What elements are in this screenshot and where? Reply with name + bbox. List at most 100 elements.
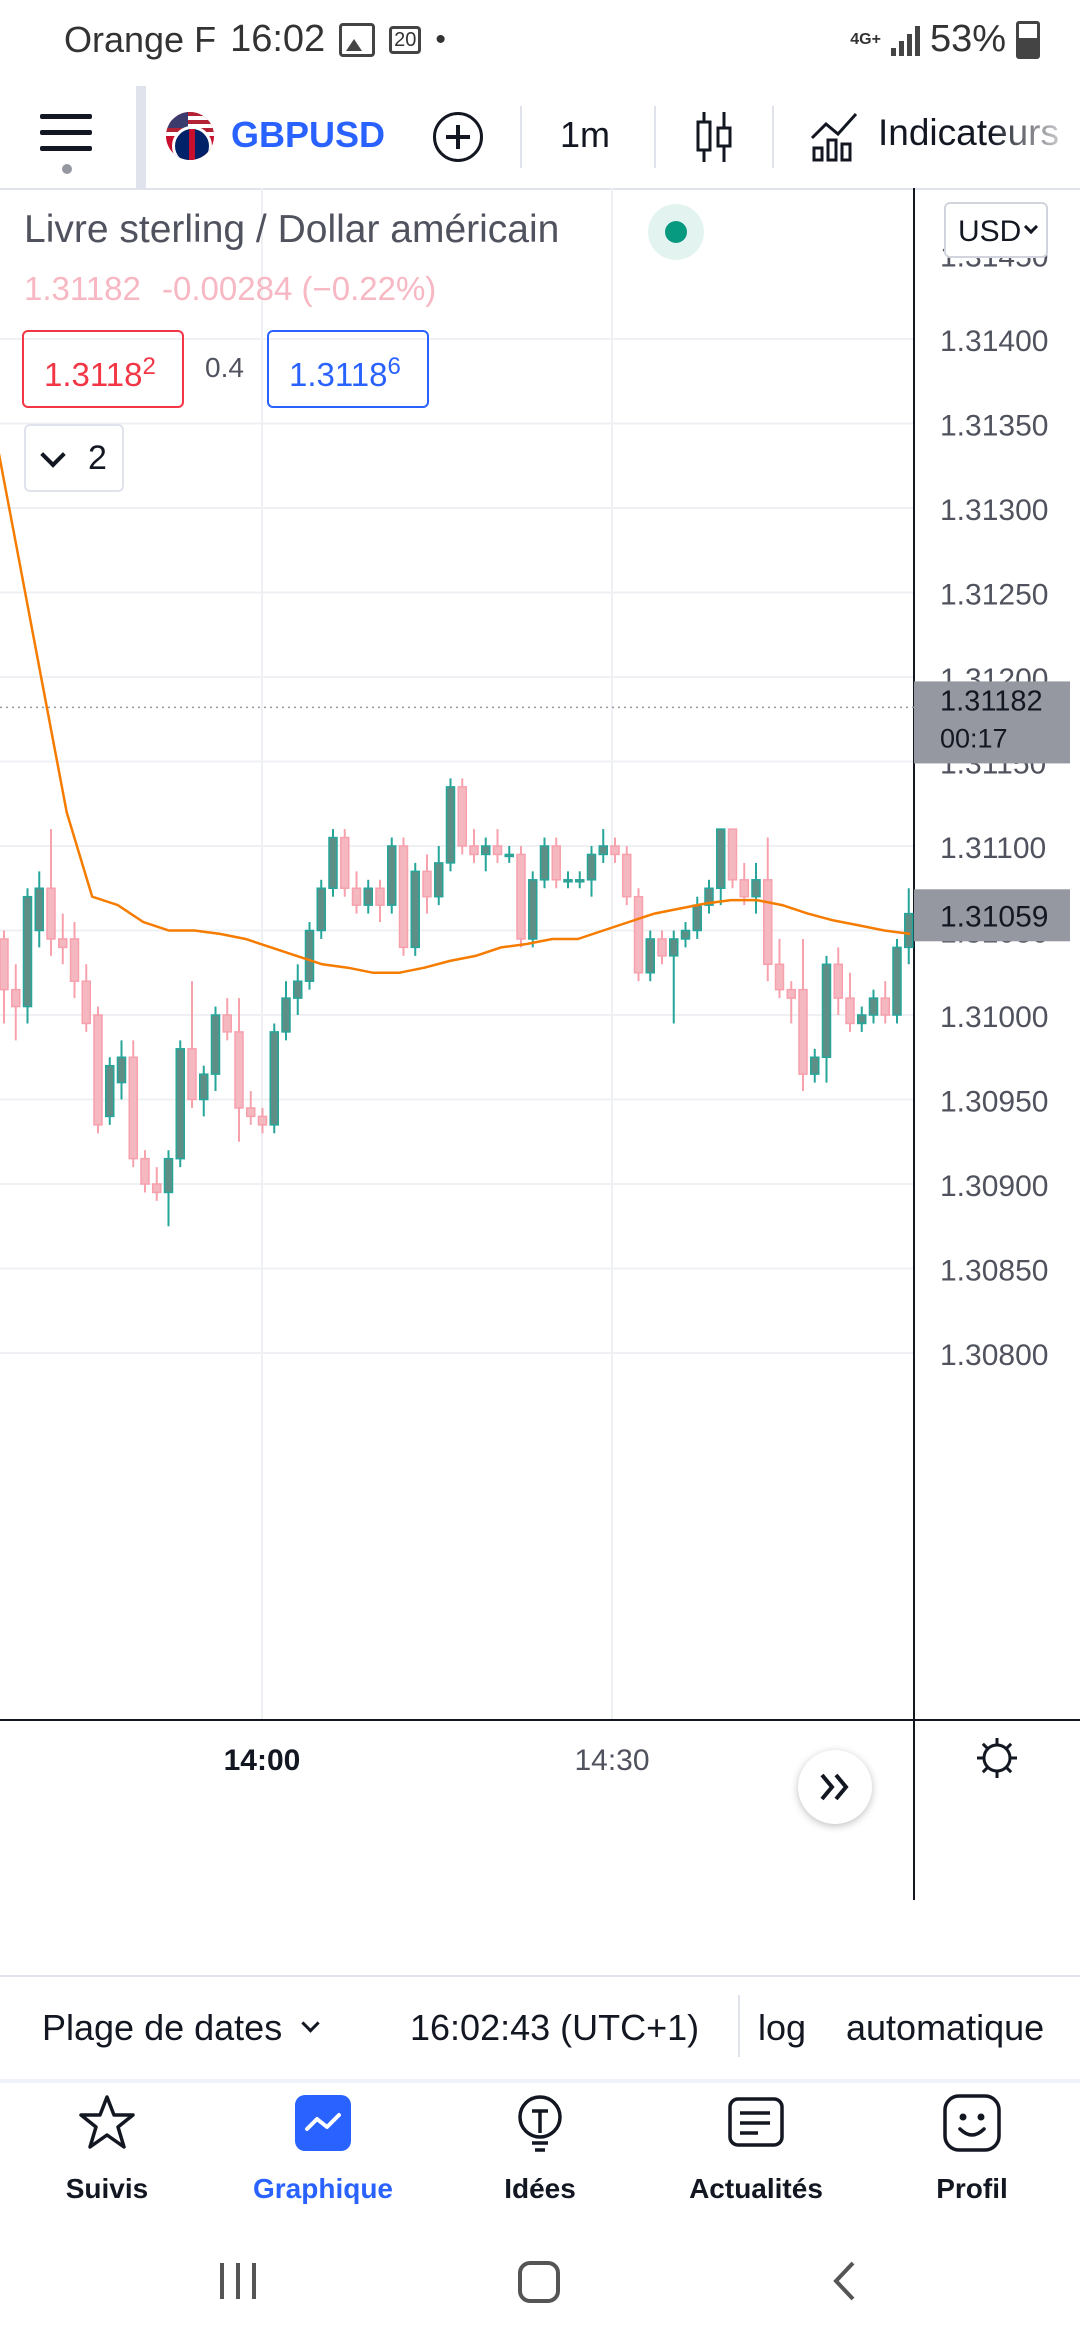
price-axis-label: 1.30900 <box>940 1170 1048 1203</box>
candle-body <box>398 845 409 949</box>
candle-body <box>140 1157 150 1185</box>
candle-body <box>469 845 479 856</box>
bottom-navigation: Suivis Graphique Idées Actualités <box>0 2083 1080 2223</box>
nav-item-news[interactable]: Actualités <box>656 2093 856 2221</box>
legend-change: -0.00284 <box>162 270 293 307</box>
candle-body <box>633 895 644 974</box>
candle-body <box>81 980 91 1025</box>
status-right: 4G+ 53% <box>850 18 1040 61</box>
candle-body <box>774 963 785 991</box>
candle-body <box>868 997 879 1016</box>
candle-body <box>11 988 21 1008</box>
candle-body <box>234 1031 244 1109</box>
chart-type-candles-icon[interactable] <box>692 110 736 164</box>
menu-icon[interactable] <box>40 114 92 158</box>
candle-body <box>269 1031 279 1126</box>
home-icon[interactable] <box>518 2261 560 2303</box>
currency-select[interactable]: USD <box>944 202 1048 258</box>
toolbar-fade <box>990 88 1080 188</box>
indicator-count: 2 <box>88 439 107 477</box>
candle-body <box>704 887 714 906</box>
nav-label: Idées <box>504 2173 576 2204</box>
symbol-description: Livre sterling / Dollar américain <box>24 208 560 251</box>
candle-body <box>175 1048 185 1160</box>
legend-last-price: 1.31182 <box>24 270 141 307</box>
indicators-collapse-button[interactable]: 2 <box>24 424 124 492</box>
toolbar-divider <box>772 106 774 168</box>
compare-symbol-icon[interactable] <box>433 112 483 162</box>
candle-body <box>563 879 573 883</box>
nav-item-watchlist[interactable]: Suivis <box>7 2093 207 2221</box>
sell-price-main: 1.3118 <box>44 356 143 393</box>
auto-scale-toggle[interactable]: automatique <box>846 2007 1045 2048</box>
buy-price-pip: 6 <box>387 353 401 380</box>
candle-body <box>481 845 491 856</box>
toolbar-divider <box>520 106 522 168</box>
candle-body <box>763 879 773 966</box>
symbol-button[interactable]: GBPUSD <box>231 114 386 155</box>
gallery-icon <box>339 22 376 57</box>
candle-body <box>187 1048 197 1101</box>
candle-body <box>845 997 855 1025</box>
legend-price: 1.31182 -0.00284 (−0.22%) <box>24 270 436 308</box>
candle-body <box>810 1056 820 1075</box>
indicators-icon[interactable] <box>810 110 860 162</box>
candle-body <box>516 853 526 940</box>
network-type: 4G+ <box>850 30 881 48</box>
status-bar: Orange F 16:02 20 • 4G+ 53% <box>0 0 1080 86</box>
nav-label: Suivis <box>65 2173 149 2204</box>
candle-body <box>645 938 655 974</box>
candle-body <box>340 836 350 889</box>
buy-price-button[interactable]: 1.31186 <box>267 330 429 408</box>
candle-body <box>739 879 749 898</box>
scroll-to-realtime-button[interactable] <box>798 1750 872 1824</box>
back-icon[interactable] <box>833 2261 855 2301</box>
price-axis-label: 1.31250 <box>940 579 1048 612</box>
nav-item-ideas[interactable]: Idées <box>440 2093 640 2221</box>
candle-body <box>904 912 914 949</box>
chart-footer: Plage de dates 16:02:43 (UTC+1) log auto… <box>0 1975 1080 2085</box>
gbpusd-flag-icon[interactable] <box>166 112 214 160</box>
moving-average-line <box>0 452 911 975</box>
candle-body <box>598 845 608 856</box>
sell-price-button[interactable]: 1.31182 <box>22 330 184 408</box>
nav-item-chart[interactable]: Graphique <box>223 2093 423 2221</box>
double-chevron-right-icon <box>820 1773 849 1801</box>
price-axis-label: 1.30850 <box>940 1255 1048 1288</box>
candle-body <box>351 887 362 906</box>
price-axis-label: 1.31000 <box>940 1001 1048 1034</box>
signal-icon <box>890 24 920 56</box>
candle-body <box>551 845 561 881</box>
nav-item-profile[interactable]: Profil <box>872 2093 1072 2221</box>
candle-body <box>363 887 373 906</box>
chevron-down-icon[interactable] <box>301 2014 320 2033</box>
date-range-button[interactable]: Plage de dates <box>42 2007 283 2048</box>
market-open-status-icon[interactable] <box>648 204 704 260</box>
battery-icon <box>1016 20 1040 59</box>
battery-percent: 53% <box>929 18 1006 60</box>
menu-badge-dot <box>62 164 72 174</box>
chart-area[interactable]: 1.31400 1.31350 1.31300 1.31250 1.31200 1.311… <box>0 188 1080 1900</box>
current-price-value: 1.31182 <box>940 685 1043 717</box>
candle-body <box>434 862 444 898</box>
settings-icon[interactable] <box>977 1738 1017 1778</box>
price-axis-label: 1.31100 <box>940 832 1046 865</box>
candle-body <box>0 938 9 991</box>
interval-button[interactable]: 1m <box>560 114 611 155</box>
nav-label: Graphique <box>252 2173 393 2204</box>
nav-label: Actualités <box>689 2173 823 2204</box>
candle-body <box>152 1183 162 1194</box>
candle-body <box>69 938 80 982</box>
price-chart[interactable]: 1.314001.313501.313001.312501.312001.311… <box>0 188 1080 1900</box>
log-scale-toggle[interactable]: log <box>758 2007 807 2048</box>
status-time: 16:02 <box>230 18 326 60</box>
candle-body <box>34 887 44 932</box>
candle-body <box>375 887 385 906</box>
recent-apps-icon[interactable] <box>220 2263 256 2299</box>
candle-body <box>575 879 585 883</box>
chart-clock[interactable]: 16:02:43 (UTC+1) <box>410 2007 700 2048</box>
chevron-down-icon <box>1023 219 1039 235</box>
candle-body <box>304 929 315 982</box>
chevron-down-icon <box>40 442 66 468</box>
ma-price-value: 1.31059 <box>940 900 1048 933</box>
